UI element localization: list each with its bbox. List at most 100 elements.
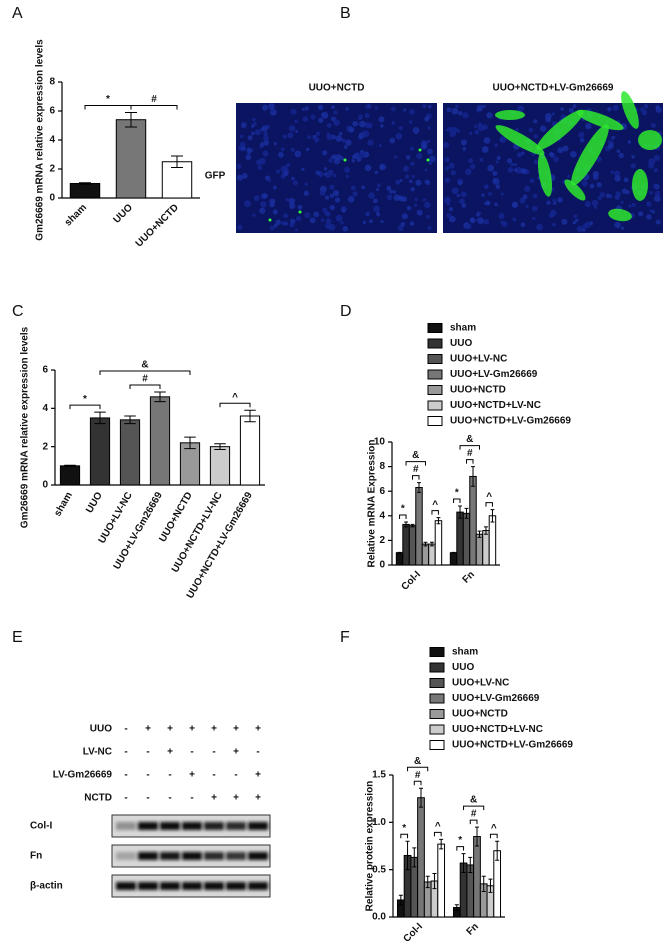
nucleus: [375, 211, 381, 217]
bar: [437, 843, 446, 918]
nucleus: [288, 125, 296, 132]
nucleus: [631, 202, 636, 207]
nucleus: [551, 112, 556, 116]
bar: [434, 520, 443, 566]
significance-bracket: [431, 510, 439, 515]
legend-swatch: [429, 662, 445, 673]
condition-label: UUO: [90, 724, 112, 735]
y-tick-label: 0.0: [372, 912, 386, 923]
error-bar: [464, 507, 469, 519]
nucleus: [572, 104, 577, 108]
error-bar: [488, 878, 493, 893]
nucleus: [532, 205, 538, 212]
nucleus: [273, 142, 277, 146]
significance-mark: &: [466, 434, 473, 445]
nucleus: [653, 183, 658, 189]
nucleus: [389, 190, 394, 194]
nucleus: [483, 184, 488, 189]
nucleus: [655, 105, 660, 110]
nucleus: [386, 194, 393, 201]
nucleus: [344, 166, 351, 173]
significance-mark: *: [106, 94, 110, 105]
bar: [456, 511, 464, 566]
nucleus: [329, 193, 334, 198]
legend-swatch: [429, 647, 445, 657]
bar: [421, 543, 430, 566]
nucleus: [398, 195, 405, 202]
nucleus: [557, 197, 563, 203]
nucleus: [351, 159, 355, 163]
blot-band: [248, 882, 268, 890]
x-tick-label: Col-I: [399, 569, 423, 593]
nucleus: [305, 147, 310, 152]
blot-band: [116, 852, 136, 860]
condition-sign: +: [189, 770, 195, 781]
significance-mark: #: [415, 770, 421, 781]
nucleus: [378, 144, 382, 148]
nucleus: [393, 155, 398, 159]
significance-bracket: [219, 402, 251, 408]
nucleus: [421, 143, 427, 150]
bar: [209, 446, 231, 486]
nucleus: [290, 108, 297, 115]
legend-label: UUO+NCTD+LV-NC: [452, 724, 543, 735]
nucleus: [408, 179, 413, 184]
nucleus: [352, 120, 359, 127]
nucleus: [646, 214, 652, 220]
condition-sign: -: [212, 747, 215, 758]
nucleus: [331, 154, 337, 160]
nucleus: [599, 192, 606, 198]
condition-label: LV-NC: [83, 747, 112, 758]
condition-sign: -: [256, 747, 259, 758]
nucleus: [465, 168, 472, 176]
blot-label: β-actin: [30, 881, 63, 892]
nucleus: [275, 219, 281, 225]
legend-label: sham: [452, 647, 478, 658]
nucleus: [618, 152, 624, 159]
nucleus: [425, 180, 431, 186]
nucleus: [494, 143, 498, 147]
legend-label: UUO+NCTD+LV-NC: [450, 400, 541, 411]
nucleus: [260, 142, 265, 147]
y-tick-label: 4: [379, 510, 385, 521]
nucleus: [521, 151, 525, 155]
nucleus: [236, 163, 242, 169]
error-bar: [79, 182, 91, 185]
nucleus: [289, 222, 295, 228]
significance-mark: &: [141, 360, 148, 371]
legend-swatch: [429, 678, 445, 688]
nucleus: [426, 148, 433, 155]
nucleus: [319, 189, 326, 196]
error-bar: [481, 875, 486, 892]
x-tick-label: Fn: [465, 921, 481, 937]
nucleus: [451, 126, 458, 134]
nucleus: [574, 218, 579, 223]
error-bar: [125, 111, 137, 128]
nucleus: [607, 143, 614, 149]
gfp-tubule: [576, 109, 624, 131]
condition-sign: +: [233, 747, 239, 758]
y-tick-label: 0: [42, 480, 48, 491]
nucleus: [294, 119, 298, 124]
nucleus: [605, 193, 611, 199]
x-tick-label: Col-I: [401, 921, 425, 945]
error-bar: [484, 526, 488, 535]
nucleus: [549, 152, 555, 158]
legend-label: UUO+LV-NC: [452, 678, 509, 689]
nucleus: [329, 205, 335, 211]
gfp-tubule: [608, 208, 632, 222]
nucleus: [251, 131, 255, 136]
nucleus: [245, 154, 252, 160]
nucleus: [399, 178, 403, 183]
nucleus: [531, 216, 536, 221]
nucleus: [364, 164, 372, 172]
nucleus: [282, 134, 287, 139]
significance-mark: #: [413, 464, 419, 475]
nucleus: [379, 163, 387, 171]
nucleus: [391, 121, 395, 125]
nucleus: [295, 129, 299, 133]
gfp-speck: [343, 158, 347, 162]
significance-bracket: [433, 831, 442, 837]
nucleus: [409, 120, 413, 124]
nucleus: [304, 212, 311, 219]
